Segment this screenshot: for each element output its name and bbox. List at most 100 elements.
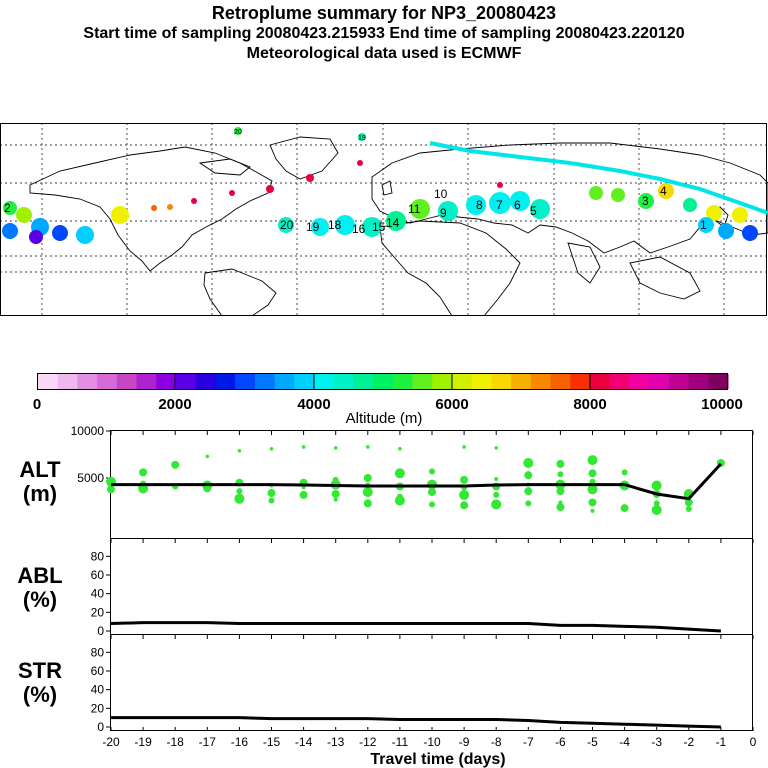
alt-point	[139, 468, 148, 477]
alt-point	[685, 506, 692, 513]
colorbar-cell	[235, 374, 256, 389]
abl-ylabel-unit: (%)	[23, 587, 57, 612]
alt-point	[333, 497, 338, 502]
alt-point	[523, 457, 534, 468]
str-ticks-label: 80	[91, 645, 105, 659]
map-label-15: 15	[372, 220, 386, 234]
colorbar-cell	[333, 374, 354, 389]
x-tick-label: -6	[555, 735, 566, 749]
str-line	[111, 716, 721, 729]
alt-point	[620, 504, 629, 513]
map-label-18: 18	[328, 218, 342, 232]
alt-ytick: 5000	[77, 471, 104, 485]
colorbar-cell	[570, 374, 591, 389]
str-ticks-label: 40	[91, 683, 105, 697]
colorbar-cell	[432, 374, 453, 389]
x-tick-label: -12	[359, 735, 377, 749]
colorbar-cell	[215, 374, 236, 389]
alt-point	[171, 460, 180, 469]
alt-point	[394, 468, 405, 479]
alt-point	[234, 493, 245, 504]
alt-point	[107, 485, 115, 494]
alt-point	[556, 459, 565, 468]
colorbar-cell	[530, 374, 552, 389]
map-label-3: 3	[642, 194, 649, 208]
alt-point	[462, 445, 466, 449]
x-tick-label: -19	[134, 735, 152, 749]
alt-point	[684, 498, 693, 507]
colorbar-cell	[116, 374, 138, 389]
alt-point	[331, 489, 340, 498]
colorbar-cell	[294, 374, 315, 389]
x-tick-label: -16	[231, 735, 249, 749]
alt-median-line	[111, 462, 723, 501]
map-label-10: 10	[434, 187, 448, 201]
colorbar-cell	[708, 374, 729, 389]
alt-point	[460, 475, 469, 484]
colorbar-cell	[274, 374, 295, 389]
alt-point	[653, 500, 660, 507]
alt-point	[362, 487, 373, 498]
x-tick-label: -20	[102, 735, 120, 749]
colorbar-tick-4000: 4000	[297, 396, 330, 413]
map-label-1: 1	[700, 218, 707, 232]
alt-point	[587, 484, 598, 495]
colorbar-tick-2000: 2000	[158, 396, 191, 413]
colorbar-cell	[629, 374, 650, 389]
alt-point	[491, 499, 502, 510]
map-label-4: 4	[660, 184, 667, 198]
x-tick-label: -1	[716, 735, 727, 749]
map-label-5: 5	[530, 204, 537, 218]
alt-point	[590, 508, 595, 513]
map-label-6: 6	[514, 198, 521, 212]
map-label-14: 14	[386, 216, 400, 230]
map-label-19a: 19	[358, 135, 366, 142]
alt-point	[524, 487, 533, 496]
retroplume-map: 20 19 20 19 18 16 15 14 11 10 9 8 7 6 5 …	[0, 123, 768, 316]
colorbar-tick-0: 0	[33, 396, 41, 413]
map-label-7: 7	[496, 198, 503, 212]
abl-ticks-label: 80	[91, 549, 105, 563]
alt-point	[587, 455, 598, 466]
colorbar-cell	[254, 374, 276, 389]
colorbar-cell	[550, 374, 571, 389]
alt-point	[651, 504, 662, 515]
alt-point	[366, 445, 370, 449]
colorbar-cell	[97, 374, 118, 389]
colorbar-cell	[195, 374, 216, 389]
x-tick-label: -10	[423, 735, 441, 749]
alt-point	[428, 488, 436, 497]
alt-point	[237, 448, 242, 453]
coastlines	[29, 136, 768, 316]
alt-point	[588, 469, 597, 478]
colorbar-cell	[688, 374, 709, 389]
colorbar-cell	[412, 374, 433, 389]
x-tick-label: -13	[327, 735, 345, 749]
alt-point	[557, 471, 564, 478]
alt-point	[524, 471, 533, 480]
map-label-16: 16	[352, 222, 366, 236]
alt-point	[268, 497, 275, 504]
abl-ticks-label: 60	[91, 568, 105, 582]
abl-ylabel: ABL	[17, 563, 62, 588]
x-tick-label: -11	[392, 735, 409, 749]
colorbar-cell	[452, 374, 473, 389]
map-label-19: 19	[306, 220, 320, 234]
colorbar-cell	[38, 374, 59, 389]
colorbar-cell	[176, 374, 197, 389]
colorbar-tick-10000: 10000	[701, 396, 743, 413]
map-label-8: 8	[476, 198, 483, 212]
x-tick-label: -14	[295, 735, 313, 749]
x-tick-label: -3	[651, 735, 662, 749]
alt-ylabel-unit: (m)	[23, 481, 57, 506]
str-ticks-label: 0	[97, 720, 104, 734]
alt-point	[205, 454, 210, 459]
alt-point	[459, 489, 470, 500]
x-tick-label: -18	[167, 735, 185, 749]
colorbar-cell	[609, 374, 630, 389]
alt-point	[267, 489, 276, 498]
plume-circles	[2, 127, 758, 244]
colorbar-tick-8000: 8000	[573, 396, 606, 413]
alt-point	[588, 498, 597, 507]
colorbar-cell	[471, 374, 492, 389]
